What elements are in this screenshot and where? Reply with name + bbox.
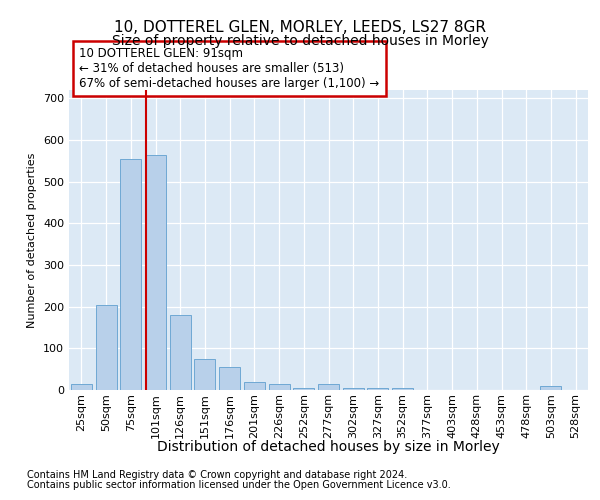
Bar [367,388,388,390]
Bar [145,154,166,390]
Bar [120,159,141,390]
Bar [392,388,413,390]
Bar [318,384,339,390]
Bar [71,384,92,390]
Text: Distribution of detached houses by size in Morley: Distribution of detached houses by size … [157,440,500,454]
Bar [95,304,116,390]
Bar [293,388,314,390]
Text: 10 DOTTEREL GLEN: 91sqm
← 31% of detached houses are smaller (513)
67% of semi-d: 10 DOTTEREL GLEN: 91sqm ← 31% of detache… [79,47,380,90]
Text: Size of property relative to detached houses in Morley: Size of property relative to detached ho… [112,34,488,48]
Bar [343,388,364,390]
Bar [244,382,265,390]
Bar [269,384,290,390]
Text: 10, DOTTEREL GLEN, MORLEY, LEEDS, LS27 8GR: 10, DOTTEREL GLEN, MORLEY, LEEDS, LS27 8… [114,20,486,35]
Bar [541,386,562,390]
Text: Contains public sector information licensed under the Open Government Licence v3: Contains public sector information licen… [27,480,451,490]
Bar [219,367,240,390]
Text: Contains HM Land Registry data © Crown copyright and database right 2024.: Contains HM Land Registry data © Crown c… [27,470,407,480]
Bar [194,359,215,390]
Bar [170,315,191,390]
Y-axis label: Number of detached properties: Number of detached properties [28,152,37,328]
